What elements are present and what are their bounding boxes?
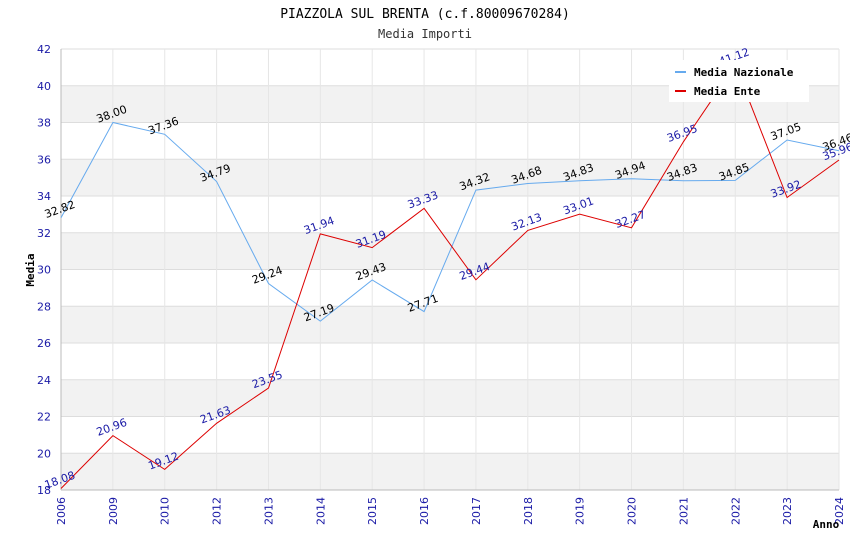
- plot-band: [61, 453, 839, 490]
- legend-entry: Media Nazionale: [694, 66, 794, 79]
- chart-title: PIAZZOLA SUL BRENTA (c.f.80009670284): [280, 7, 570, 22]
- y-tick-label: 36: [37, 153, 51, 166]
- x-tick-label: 2006: [55, 497, 68, 525]
- x-tick-label: 2016: [418, 497, 431, 525]
- y-tick-label: 24: [37, 374, 51, 387]
- plot-bands: [61, 49, 839, 490]
- x-tick-label: 2023: [781, 497, 794, 525]
- series-line-media-ente: [60, 64, 840, 489]
- plot-band: [61, 343, 839, 380]
- x-tick-label: 2018: [522, 497, 535, 525]
- x-tick-label: 2009: [107, 497, 120, 525]
- y-tick-label: 34: [37, 190, 51, 203]
- x-tick-label: 2019: [574, 497, 587, 525]
- y-axis-label: Media: [24, 253, 37, 286]
- x-tick-label: 2024: [833, 497, 846, 525]
- x-tick-label: 2020: [626, 497, 639, 525]
- y-tick-label: 28: [37, 300, 51, 313]
- y-axis-ticks: 18 20 22 24 26 28 30 32 34 36 38 40 42: [37, 43, 51, 497]
- y-tick-label: 30: [37, 264, 51, 277]
- y-tick-label: 26: [37, 337, 51, 350]
- plot-band: [61, 196, 839, 233]
- plot-band: [61, 269, 839, 307]
- series-lines: [60, 64, 840, 489]
- series-line-media-nazionale: [60, 121, 840, 322]
- legend: Media Nazionale Media Ente: [669, 60, 809, 102]
- plot-band: [61, 306, 839, 343]
- grid-lines: [60, 48, 840, 491]
- chart-subtitle: Media Importi: [378, 27, 472, 41]
- y-tick-label: 18: [37, 484, 51, 497]
- x-tick-label: 2010: [159, 497, 172, 525]
- y-tick-label: 40: [37, 80, 51, 93]
- legend-box: [669, 60, 809, 102]
- x-tick-label: 2013: [262, 497, 275, 525]
- legend-entry: Media Ente: [694, 85, 761, 98]
- y-tick-label: 38: [37, 117, 51, 130]
- x-tick-label: 2022: [729, 497, 742, 525]
- x-axis-label: Anno: [813, 518, 840, 531]
- y-tick-label: 22: [37, 411, 51, 424]
- x-tick-label: 2014: [314, 497, 327, 525]
- plot-band: [61, 122, 839, 160]
- x-axis-ticks: 2006 2009 2010 2012 2013 2014 2015 2016 2017 2018…: [55, 497, 846, 525]
- x-tick-label: 2021: [677, 497, 690, 525]
- x-tick-label: 2012: [211, 497, 224, 525]
- y-tick-label: 20: [37, 447, 51, 460]
- plot-band: [61, 159, 839, 196]
- x-tick-label: 2017: [470, 497, 483, 525]
- plot-band: [61, 379, 839, 417]
- y-tick-label: 32: [37, 227, 51, 240]
- x-tick-label: 2015: [366, 497, 379, 525]
- y-tick-label: 42: [37, 43, 51, 56]
- plot-band: [61, 416, 839, 454]
